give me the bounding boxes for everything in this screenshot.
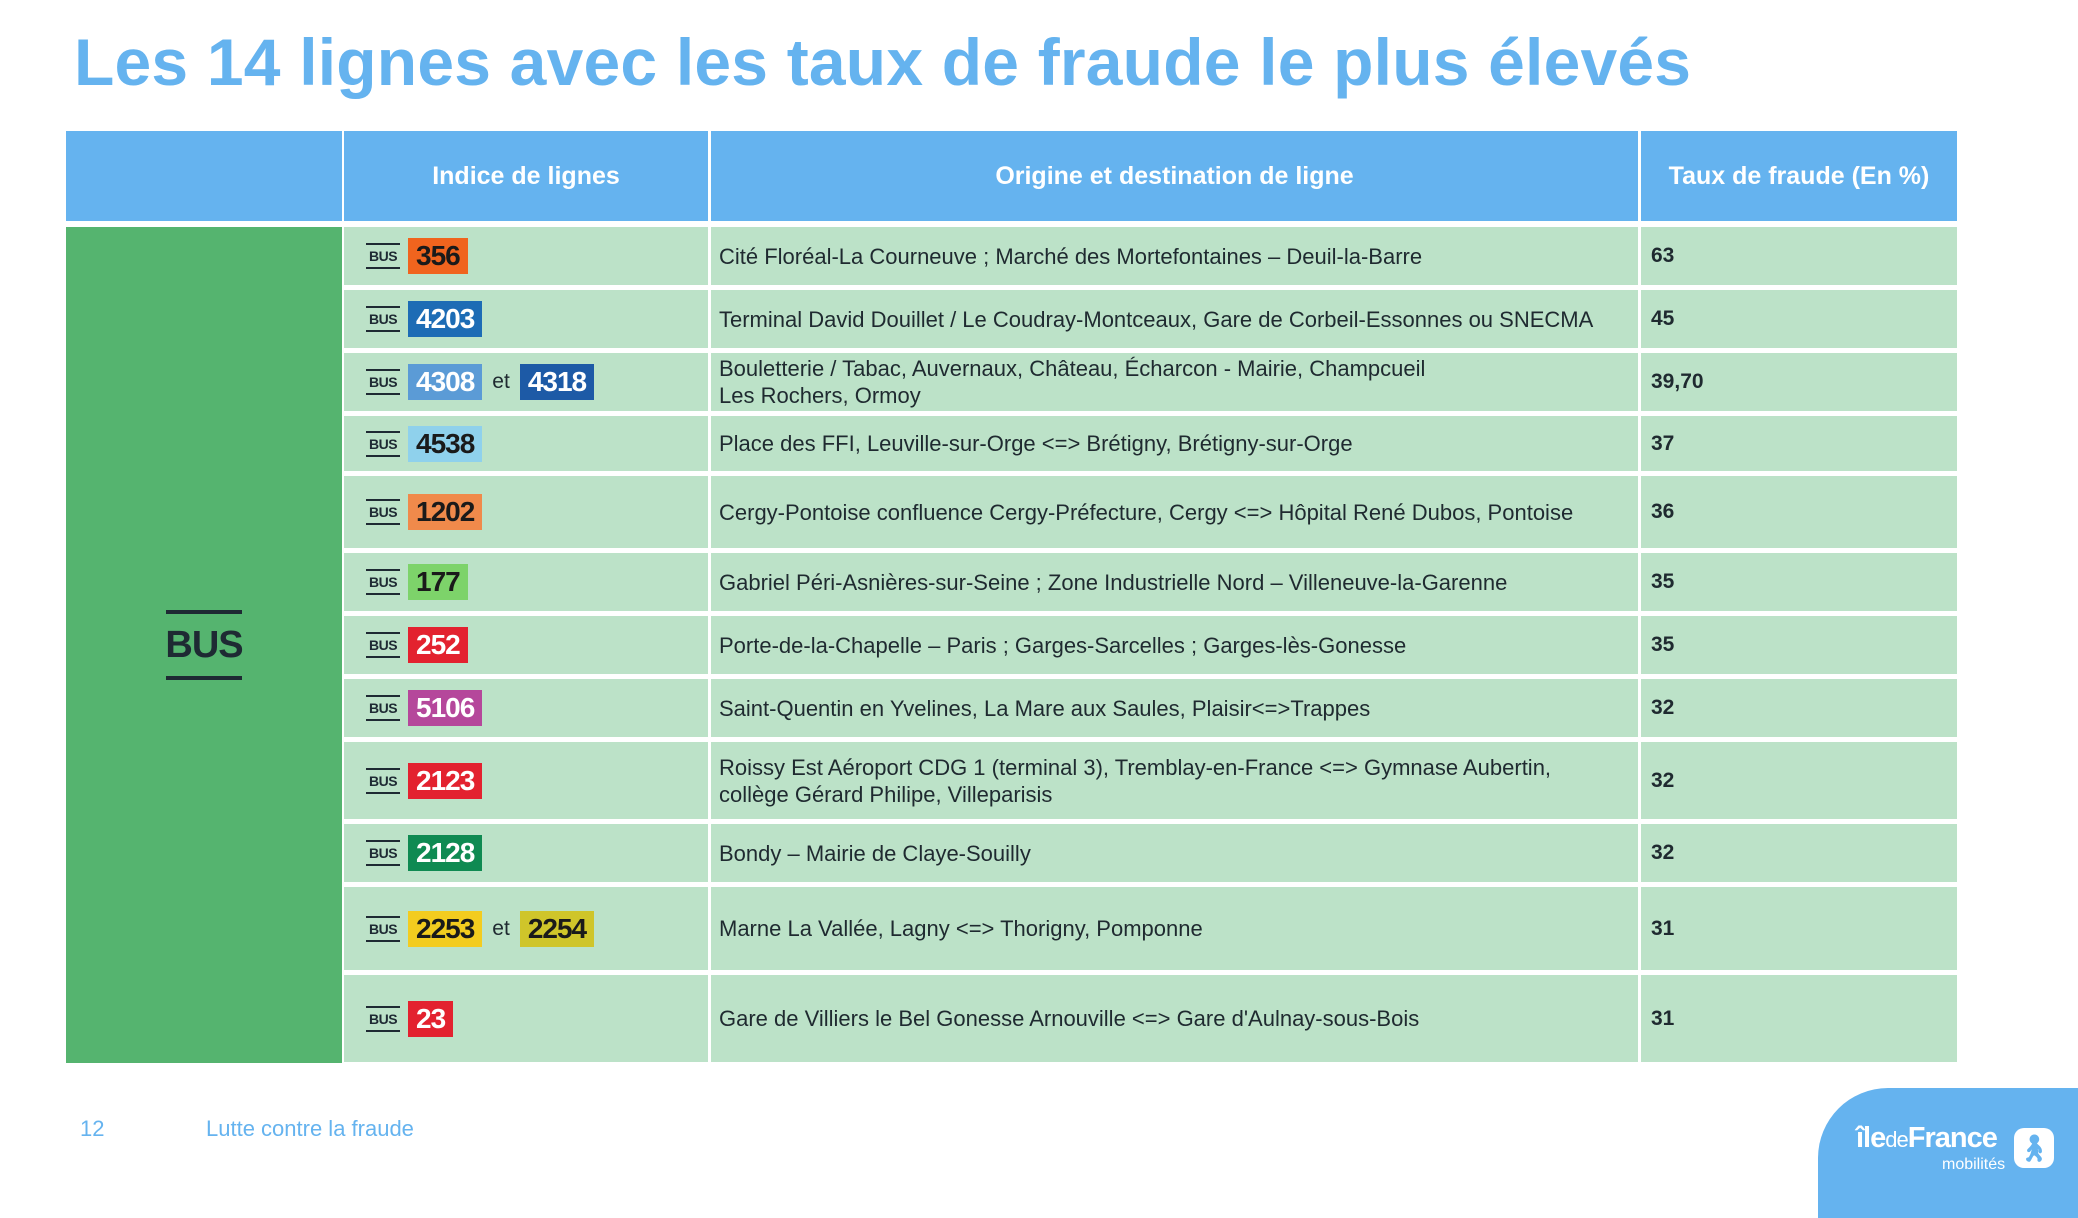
header-line-index: Indice de lignes xyxy=(344,131,708,221)
origin-destination-text: Cité Floréal-La Courneuve ; Marché des M… xyxy=(719,243,1423,269)
line-index-cell: BUS 23 xyxy=(344,975,708,1062)
and-label: et xyxy=(492,370,510,393)
origin-destination-text: Gabriel Péri-Asnières-sur-Seine ; Zone I… xyxy=(719,569,1508,595)
origin-destination-text: Terminal David Douillet / Le Coudray-Mon… xyxy=(719,306,1594,332)
origin-destination-cell: Bouletterie / Tabac, Auvernaux, Château,… xyxy=(711,353,1638,411)
origin-destination-cell: Porte-de-la-Chapelle – Paris ; Garges-Sa… xyxy=(711,616,1638,674)
line-index-cell: BUS 2128 xyxy=(344,824,708,882)
origin-destination-text: Roissy Est Aéroport CDG 1 (terminal 3), … xyxy=(719,754,1552,780)
line-index-cell: BUS 4308 et 4318 xyxy=(344,353,708,411)
line-number-badge: 4203 xyxy=(408,301,483,337)
idf-mobilites-logo: îledeFrance mobilités 🚶︎ xyxy=(1818,1088,2078,1218)
origin-destination-text: Porte-de-la-Chapelle – Paris ; Garges-Sa… xyxy=(719,632,1407,658)
fraud-rate-cell: 36 xyxy=(1641,476,1957,548)
bus-icon: BUS xyxy=(366,695,400,721)
line-index-cell: BUS 1202 xyxy=(344,476,708,548)
line-index-cell: BUS 2123 xyxy=(344,742,708,819)
line-number-badge: 2123 xyxy=(408,762,483,799)
logo-brand: îledeFrance xyxy=(1856,1122,1998,1154)
and-label: et xyxy=(492,916,510,940)
line-number-badge: 4538 xyxy=(408,425,483,462)
line-index-cell: BUS 2253 et 2254 xyxy=(344,887,708,970)
line-number-badge: 1202 xyxy=(408,494,483,530)
header-mode xyxy=(66,131,342,221)
fraud-rate-cell: 63 xyxy=(1641,227,1957,285)
origin-destination-cell: Cité Floréal-La Courneuve ; Marché des M… xyxy=(711,227,1638,285)
header-origin-destination: Origine et destination de ligne xyxy=(711,131,1638,221)
line-index-cell: BUS 252 xyxy=(344,616,708,674)
origin-destination-cell: Gabriel Péri-Asnières-sur-Seine ; Zone I… xyxy=(711,553,1638,611)
origin-destination-cell: Roissy Est Aéroport CDG 1 (terminal 3), … xyxy=(711,742,1638,819)
bus-icon: BUS xyxy=(366,243,400,269)
line-number-badge: 2128 xyxy=(408,835,483,871)
line-index-cell: BUS 4203 xyxy=(344,290,708,348)
fraud-rate-cell: 35 xyxy=(1641,616,1957,674)
line-index-cell: BUS 5106 xyxy=(344,679,708,737)
footer-section: Lutte contre la fraude xyxy=(206,1116,414,1141)
person-walking-icon: 🚶︎ xyxy=(2014,1128,2054,1168)
line-index-cell: BUS 177 xyxy=(344,553,708,611)
bus-mode-label: BUS xyxy=(165,624,243,666)
line-index-cell: BUS 4538 xyxy=(344,416,708,471)
line-number-badge: 23 xyxy=(408,1000,454,1037)
mode-cell-bus: BUS xyxy=(66,227,342,1063)
origin-destination-cell: Place des FFI, Leuville-sur-Orge <=> Bré… xyxy=(711,416,1638,471)
origin-destination-cell: Bondy – Mairie de Claye-Souilly xyxy=(711,824,1638,882)
bus-icon: BUS xyxy=(366,1005,400,1032)
page-title: Les 14 lignes avec les taux de fraude le… xyxy=(74,25,1692,99)
fraud-rate-cell: 39,70 xyxy=(1641,353,1957,411)
bus-mode-icon: BUS xyxy=(165,610,244,680)
origin-destination-text: Place des FFI, Leuville-sur-Orge <=> Bré… xyxy=(719,431,1353,456)
bus-icon: BUS xyxy=(366,840,400,866)
bus-icon: BUS xyxy=(366,632,400,658)
page-number: 12 xyxy=(80,1116,105,1141)
fraud-rate-cell: 45 xyxy=(1641,290,1957,348)
bus-icon: BUS xyxy=(366,306,400,332)
origin-destination-cell: Marne La Vallée, Lagny <=> Thorigny, Pom… xyxy=(711,887,1638,970)
line-number-badge: 356 xyxy=(408,238,468,274)
bus-icon: BUS xyxy=(366,767,400,794)
bus-icon: BUS xyxy=(366,430,400,457)
line-number-badge: 177 xyxy=(408,564,468,600)
origin-destination-cell: Cergy-Pontoise confluence Cergy-Préfectu… xyxy=(711,476,1638,548)
logo-sub: mobilités xyxy=(1942,1156,2006,1173)
bus-icon: BUS xyxy=(366,499,400,525)
origin-destination-cell: Terminal David Douillet / Le Coudray-Mon… xyxy=(711,290,1638,348)
origin-destination-text: Saint-Quentin en Yvelines, La Mare aux S… xyxy=(719,695,1371,721)
header-fraud-rate: Taux de fraude (En %) xyxy=(1641,131,1957,221)
origin-destination-text: Gare de Villiers le Bel Gonesse Arnouvil… xyxy=(719,1006,1420,1031)
line-number-badge: 252 xyxy=(408,627,468,663)
fraud-rate-cell: 32 xyxy=(1641,824,1957,882)
origin-destination-text-line2: collège Gérard Philipe, Villeparisis xyxy=(719,781,1053,807)
origin-destination-cell: Saint-Quentin en Yvelines, La Mare aux S… xyxy=(711,679,1638,737)
fraud-rate-cell: 32 xyxy=(1641,742,1957,819)
line-index-cell: BUS 356 xyxy=(344,227,708,285)
origin-destination-text: Bouletterie / Tabac, Auvernaux, Château,… xyxy=(719,356,1426,381)
fraud-rate-cell: 31 xyxy=(1641,887,1957,970)
fraud-rate-cell: 35 xyxy=(1641,553,1957,611)
fraud-rate-cell: 32 xyxy=(1641,679,1957,737)
origin-destination-text: Cergy-Pontoise confluence Cergy-Préfectu… xyxy=(719,499,1574,525)
origin-destination-text: Bondy – Mairie de Claye-Souilly xyxy=(719,840,1031,866)
line-number-badge: 4308 xyxy=(408,364,483,400)
fraud-rate-cell: 31 xyxy=(1641,975,1957,1062)
line-number-badge: 2254 xyxy=(519,910,595,947)
line-number-badge: 2253 xyxy=(408,910,483,947)
fraud-rate-cell: 37 xyxy=(1641,416,1957,471)
bus-icon: BUS xyxy=(366,569,400,595)
bus-icon: BUS xyxy=(366,369,400,395)
origin-destination-text: Marne La Vallée, Lagny <=> Thorigny, Pom… xyxy=(719,916,1203,941)
line-number-badge: 4318 xyxy=(519,364,595,400)
origin-destination-cell: Gare de Villiers le Bel Gonesse Arnouvil… xyxy=(711,975,1638,1062)
line-number-badge: 5106 xyxy=(408,690,483,726)
origin-destination-text-line2: Les Rochers, Ormoy xyxy=(719,383,921,408)
bus-icon: BUS xyxy=(366,915,400,942)
